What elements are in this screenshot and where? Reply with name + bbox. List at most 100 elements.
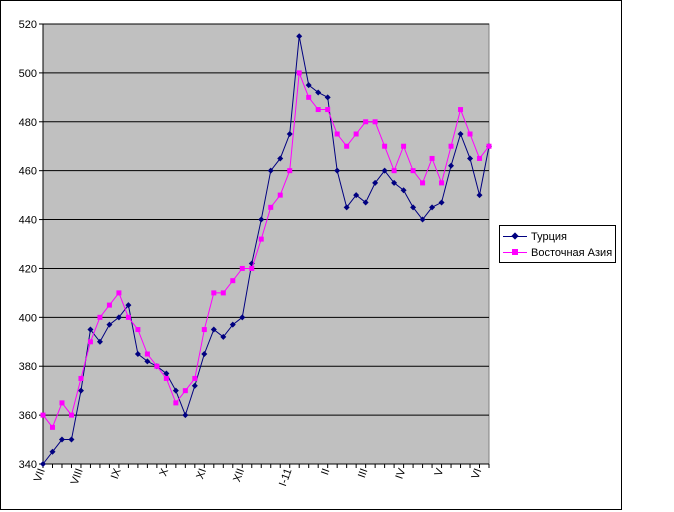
- data-point: [306, 94, 312, 100]
- data-point: [68, 412, 74, 418]
- legend: Турция Восточная Азия: [499, 225, 616, 263]
- data-point: [220, 290, 226, 296]
- data-point: [258, 236, 264, 242]
- data-point: [420, 180, 426, 186]
- data-point: [40, 461, 46, 467]
- data-point: [144, 351, 150, 357]
- data-point: [78, 375, 84, 381]
- data-point: [201, 351, 208, 357]
- legend-item-turkey: Турция: [500, 229, 567, 245]
- data-point: [362, 199, 369, 206]
- data-point: [477, 155, 483, 161]
- data-point: [68, 436, 75, 443]
- data-point: [334, 131, 340, 137]
- y-tick-labels: 340 360 380 400 420 440 460 480 500 520: [19, 19, 37, 471]
- data-point: [182, 388, 188, 394]
- legend-label-turkey: Турция: [531, 231, 567, 243]
- y-tick-label: 380: [19, 361, 37, 373]
- data-point: [429, 204, 436, 211]
- data-point: [220, 333, 227, 340]
- x-tick-label: II: [319, 467, 332, 477]
- data-point: [353, 131, 359, 137]
- data-point: [154, 363, 160, 369]
- data-point: [476, 192, 483, 199]
- data-point: [448, 162, 455, 169]
- data-point: [467, 155, 474, 162]
- data-point: [382, 143, 388, 149]
- data-point: [419, 216, 426, 223]
- data-point: [49, 424, 55, 430]
- data-point: [400, 187, 407, 194]
- data-point: [49, 448, 56, 455]
- data-point: [305, 82, 312, 89]
- data-point: [59, 400, 65, 406]
- x-tick-label: VIII: [69, 467, 86, 487]
- data-point: [296, 33, 303, 40]
- data-point: [173, 400, 179, 406]
- data-point: [391, 168, 397, 174]
- data-point: [239, 265, 245, 271]
- data-point: [182, 412, 189, 419]
- data-point: [372, 179, 379, 186]
- data-point: [191, 382, 198, 389]
- y-tick-label: 460: [19, 166, 37, 178]
- data-point: [467, 131, 473, 137]
- series-1: [40, 70, 492, 430]
- data-point: [324, 94, 331, 101]
- legend-item-east-asia: Восточная Азия: [500, 245, 612, 261]
- legend-label-east-asia: Восточная Азия: [531, 247, 613, 259]
- data-point: [134, 351, 141, 357]
- data-point: [58, 436, 65, 443]
- data-point: [353, 192, 360, 199]
- plot-area: [42, 23, 490, 465]
- data-point: [486, 143, 492, 149]
- legend-key-east-asia: [503, 247, 529, 259]
- data-point: [229, 321, 236, 328]
- data-point: [106, 302, 112, 308]
- data-point: [315, 89, 322, 96]
- x-tick-label: IX: [109, 466, 124, 480]
- data-point: [135, 327, 141, 333]
- data-point: [163, 370, 170, 377]
- data-point: [211, 290, 217, 296]
- data-point: [230, 278, 236, 284]
- x-tick-label: VI: [469, 467, 484, 481]
- data-point: [344, 143, 350, 149]
- x-tick-label: X: [157, 466, 171, 478]
- y-tick-label: 500: [19, 68, 37, 80]
- data-point: [172, 387, 179, 394]
- data-point: [372, 119, 378, 125]
- y-tick-label: 340: [19, 459, 37, 471]
- data-point: [267, 167, 274, 174]
- data-point: [429, 155, 435, 161]
- x-tick-label: I-11: [277, 467, 294, 488]
- data-point: [286, 131, 293, 137]
- y-tick-label: 400: [19, 312, 37, 324]
- x-tick-labels: VII VIII IX X XI XII I-11 II III IV V VI: [32, 466, 484, 488]
- data-point: [201, 327, 207, 333]
- data-point: [410, 168, 416, 174]
- data-point: [296, 70, 302, 76]
- series-group: [40, 33, 492, 467]
- data-point: [249, 265, 255, 271]
- data-point: [325, 107, 331, 113]
- data-point: [410, 204, 417, 211]
- data-point: [334, 167, 341, 174]
- data-point: [277, 192, 283, 198]
- y-tick-label: 520: [19, 19, 37, 31]
- x-tick-label: IV: [394, 466, 409, 480]
- data-point: [115, 314, 122, 321]
- data-point: [438, 199, 445, 206]
- data-point: [77, 387, 84, 394]
- data-point: [210, 326, 217, 333]
- data-point: [116, 290, 122, 296]
- data-point: [363, 119, 369, 125]
- axes: [42, 24, 489, 465]
- x-tick-label: XI: [194, 467, 209, 481]
- data-point: [163, 375, 169, 381]
- x-tick-label: III: [356, 467, 370, 480]
- y-tick-label: 440: [19, 215, 37, 227]
- data-point: [125, 314, 131, 320]
- x-tick-label: VII: [32, 467, 48, 484]
